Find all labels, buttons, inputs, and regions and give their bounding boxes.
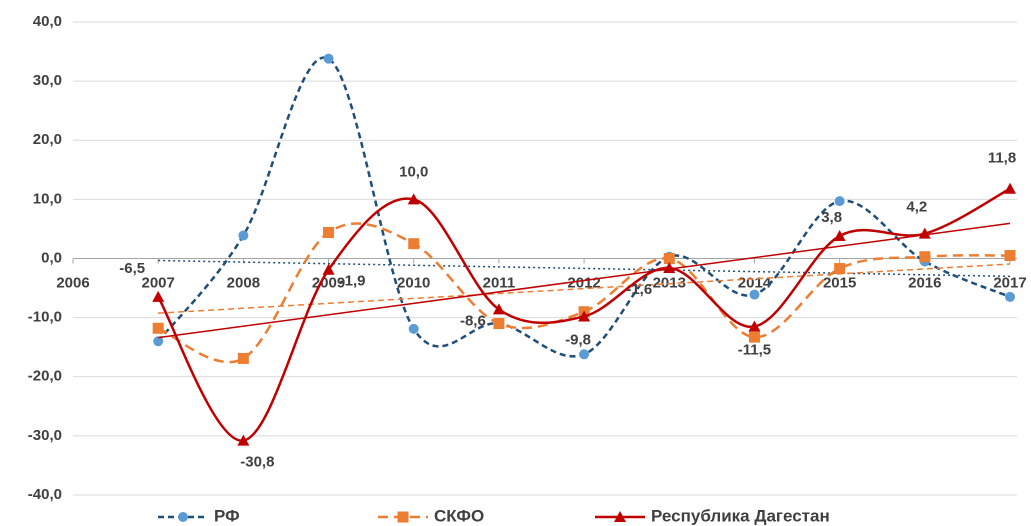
y-tick-label: -20,0 [28, 368, 62, 385]
data-label: -30,8 [240, 454, 274, 471]
x-tick-label: 2017 [993, 274, 1026, 291]
data-label: -9,8 [565, 331, 591, 348]
x-tick-label: 2007 [141, 274, 174, 291]
x-tick-label: 2010 [397, 274, 430, 291]
marker [918, 227, 931, 239]
data-label: 4,2 [906, 199, 927, 216]
data-label: 11,8 [988, 150, 1016, 167]
marker [237, 352, 249, 364]
marker [323, 226, 335, 238]
y-tick-label: -40,0 [28, 486, 62, 503]
y-tick-label: 0,0 [41, 249, 62, 266]
marker [238, 230, 249, 241]
marker [152, 290, 165, 302]
marker [833, 230, 846, 242]
legend-marker [397, 511, 409, 523]
legend-label: Республика Дагестан [651, 506, 830, 525]
data-label: -1,9 [340, 273, 366, 290]
data-label: -11,5 [738, 341, 771, 358]
marker [407, 193, 420, 205]
y-tick-label: 40,0 [33, 13, 62, 30]
marker [408, 323, 419, 334]
marker [663, 253, 675, 264]
marker [579, 349, 590, 360]
marker [492, 303, 505, 315]
x-tick-label: 2015 [823, 274, 856, 291]
x-tick-label: 2014 [738, 274, 772, 291]
marker [237, 434, 250, 446]
legend-label: РФ [214, 506, 240, 525]
y-tick-label: 10,0 [33, 190, 62, 207]
marker [748, 331, 760, 343]
marker [749, 289, 760, 300]
marker [493, 318, 505, 330]
data-label: -6,5 [119, 260, 145, 277]
legend-marker [178, 512, 188, 522]
x-tick-label: 2016 [908, 274, 941, 291]
marker [1004, 182, 1016, 194]
data-label: -8,6 [460, 312, 486, 329]
x-tick-label: 2006 [56, 274, 89, 291]
marker [1004, 250, 1016, 262]
marker [834, 196, 845, 207]
marker [1005, 291, 1015, 302]
marker [919, 251, 931, 263]
data-label: 3,8 [821, 209, 842, 226]
y-tick-label: 30,0 [33, 72, 62, 89]
x-tick-label: 2011 [483, 274, 516, 291]
marker [663, 261, 676, 273]
marker [323, 53, 334, 64]
legend-label: СКФО [434, 506, 484, 525]
marker [152, 322, 164, 334]
trend-line [158, 259, 1011, 278]
marker [153, 336, 164, 347]
marker [578, 310, 591, 322]
marker [408, 238, 420, 250]
y-tick-label: -10,0 [28, 309, 62, 326]
marker [322, 263, 335, 275]
data-label: -1,6 [626, 281, 652, 298]
legend-marker [614, 511, 626, 522]
trend-line [158, 222, 1011, 339]
trend-line [158, 263, 1011, 314]
marker [834, 263, 846, 275]
data-label: 10,0 [399, 163, 428, 180]
x-tick-label: 2009 [312, 274, 345, 291]
x-tick-label: 2008 [227, 274, 260, 291]
marker [748, 320, 761, 332]
y-tick-label: -30,0 [28, 427, 62, 444]
y-tick-label: 20,0 [33, 131, 62, 148]
